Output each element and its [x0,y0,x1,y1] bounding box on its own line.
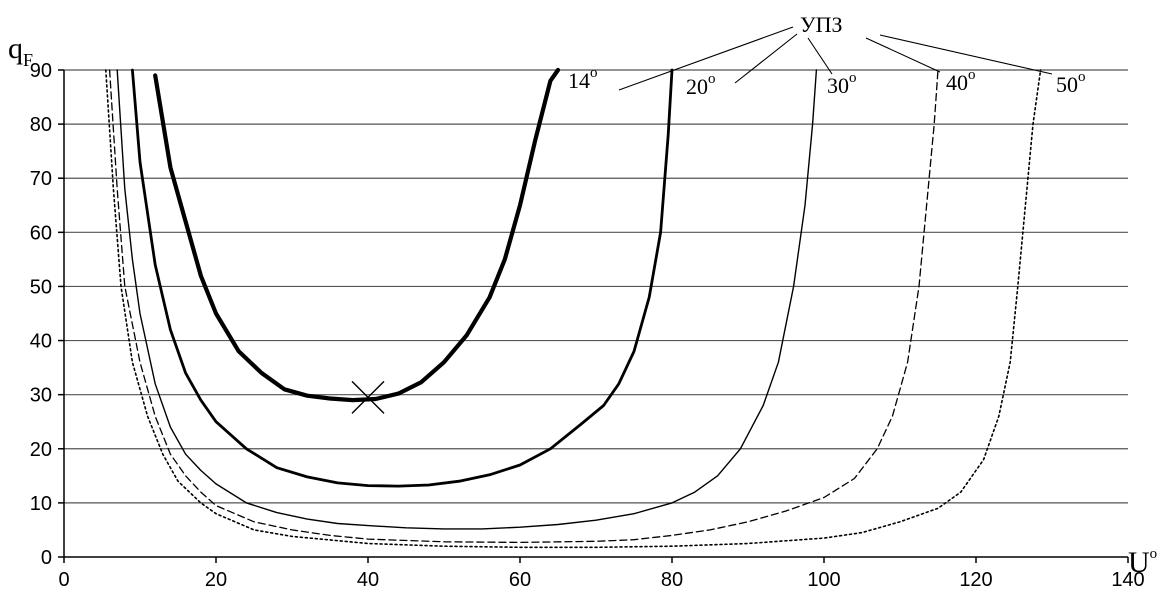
y-tick-label-80: 80 [30,114,52,136]
series-label-20: 20o [686,71,716,99]
series-line-50 [105,69,1042,549]
x-tick-label-20: 20 [205,569,227,591]
grid-lines [64,69,1128,504]
x-tick-label-0: 0 [58,569,69,591]
minimum-marker [351,380,385,414]
y-tick-label-30: 30 [30,385,52,407]
y-tick-label-10: 10 [30,493,52,515]
y-axis-title-main: q [8,32,23,65]
group-label: УПЗ [800,12,843,37]
x-axis-title: Uo [1128,546,1157,579]
series-lines [105,67,1042,549]
x-tick-label-60: 60 [509,569,531,591]
series-label-14: 14o [568,65,598,93]
series-label-40: 40o [946,67,976,95]
series-line-30 [116,69,818,530]
x-tick-label-40: 40 [357,569,379,591]
x-axis-title-main: U [1128,546,1150,579]
y-tick-label-90: 90 [30,60,52,82]
leader-line-14 [618,26,794,91]
y-tick-label-50: 50 [30,276,52,298]
series-line-14 [153,67,561,403]
y-tick-label-70: 70 [30,168,52,190]
y-tick-label-20: 20 [30,439,52,461]
leader-line-50 [879,34,1053,75]
series-line-20 [130,68,674,488]
y-axis-title-sub: F [23,50,33,70]
x-axis-title-sup: o [1150,546,1158,562]
y-axis-title: qF [8,32,33,70]
series-labels: 14o 20o 30o 40o 50o [568,26,1086,99]
x-tick-label-140: 140 [1111,569,1144,591]
y-tick-label-0: 0 [41,547,52,569]
x-tick-label-80: 80 [661,569,683,591]
series-line-40 [108,69,939,544]
axes [58,69,1129,563]
marker [351,380,385,414]
leader-line-20 [734,33,798,84]
y-tick-label-60: 60 [30,222,52,244]
series-label-50: 50o [1056,69,1086,97]
leader-line-40 [865,37,941,73]
tick-labels: 0 10 20 30 40 50 60 70 80 90 0 20 40 60 80 100 120 140 [30,60,1145,591]
x-tick-label-100: 100 [807,569,840,591]
series-label-30: 30o [827,70,857,98]
x-tick-label-120: 120 [959,569,992,591]
leader-line-30 [807,37,833,75]
y-tick-label-40: 40 [30,331,52,353]
